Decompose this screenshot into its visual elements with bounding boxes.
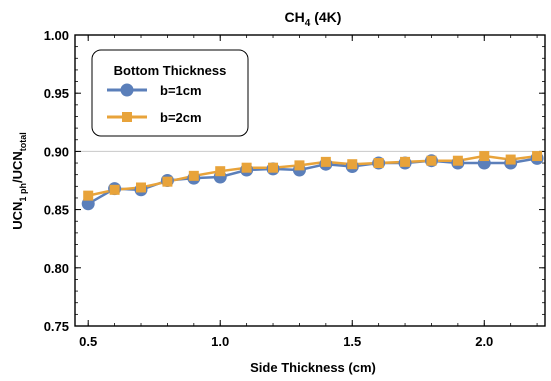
data-point-2 bbox=[373, 158, 384, 169]
x-tick-label: 0.5 bbox=[79, 334, 97, 349]
data-point-2 bbox=[320, 156, 331, 167]
y-tick-label: 0.75 bbox=[44, 319, 69, 334]
data-point-2 bbox=[241, 162, 252, 173]
series-layer bbox=[81, 151, 544, 211]
y-tick-label: 0.95 bbox=[44, 86, 69, 101]
data-point-2 bbox=[268, 162, 279, 173]
x-tick-label: 1.5 bbox=[343, 334, 361, 349]
legend-title: Bottom Thickness bbox=[114, 63, 227, 78]
data-point-2 bbox=[215, 166, 226, 177]
y-tick-label: 0.85 bbox=[44, 203, 69, 218]
data-point-2 bbox=[162, 176, 173, 187]
x-axis-label: Side Thickness (cm) bbox=[250, 360, 376, 375]
data-point-2 bbox=[188, 170, 199, 181]
y-axis: 0.75 0.80 0.85 0.90 0.95 1.00 bbox=[44, 28, 545, 334]
legend-label-b2: b=2cm bbox=[160, 110, 202, 125]
data-point-2 bbox=[83, 190, 94, 201]
data-point-2 bbox=[294, 160, 305, 171]
data-point-2 bbox=[452, 155, 463, 166]
plot-frame bbox=[74, 34, 546, 327]
series-line-1 bbox=[87, 157, 538, 205]
y-axis-label: UCN1 ph/UCNtotal bbox=[10, 132, 28, 229]
data-point-2 bbox=[136, 182, 147, 193]
y-tick-label: 0.90 bbox=[44, 144, 69, 159]
x-axis: 0.5 1.0 1.5 2.0 bbox=[79, 35, 538, 349]
data-point-2 bbox=[479, 151, 490, 162]
legend-label-b1: b=1cm bbox=[160, 83, 202, 98]
legend-marker-b1 bbox=[120, 83, 134, 97]
x-tick-label: 2.0 bbox=[475, 334, 493, 349]
chart-title: CH4 (4K) bbox=[285, 9, 342, 29]
data-point-2 bbox=[532, 151, 543, 162]
data-point-2 bbox=[426, 155, 437, 166]
x-tick-label: 1.0 bbox=[211, 334, 229, 349]
y-tick-label: 0.80 bbox=[44, 261, 69, 276]
y-tick-label: 1.00 bbox=[44, 28, 69, 43]
legend-marker-b2 bbox=[122, 112, 132, 122]
data-point-2 bbox=[400, 156, 411, 167]
data-point-2 bbox=[109, 184, 120, 195]
data-point-2 bbox=[505, 154, 516, 165]
legend: Bottom Thickness b=1cm b=2cm bbox=[91, 49, 249, 137]
data-point-2 bbox=[347, 159, 358, 170]
